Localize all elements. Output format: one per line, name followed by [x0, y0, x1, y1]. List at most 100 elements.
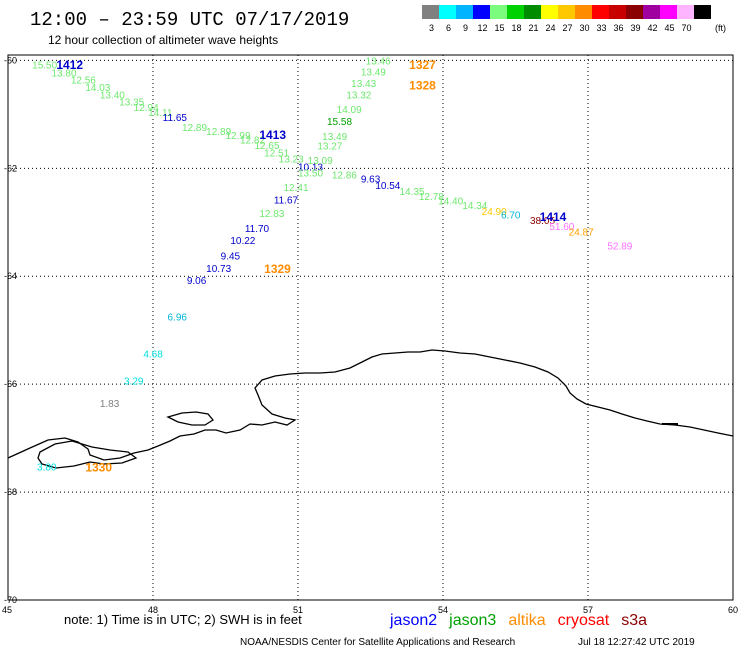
colorbar-label: 39 [630, 23, 640, 33]
wave-height-label: 13.80 [52, 68, 77, 79]
wave-height-label: 6.96 [168, 313, 188, 324]
colorbar-label: 21 [528, 23, 538, 33]
colorbar-swatch [575, 5, 592, 19]
wave-height-label: 15.50 [32, 61, 57, 72]
plot-frame [7, 54, 734, 601]
wave-height-label: 38.05 [530, 216, 555, 227]
wave-height-label: 10.13 [298, 163, 323, 174]
colorbar-swatch [677, 5, 694, 19]
wave-height-label: 13.09 [308, 156, 333, 167]
wave-height-label: 9.06 [187, 276, 207, 287]
colorbar-unit-label: (ft) [715, 23, 726, 33]
colorbar-swatch [524, 5, 541, 19]
wave-height-label: 13.49 [322, 132, 347, 143]
x-tick-label: 45 [2, 605, 12, 615]
colorbar-swatch [643, 5, 660, 19]
satellite-legend-item: jason2 [389, 612, 437, 629]
wave-height-label: 12.99 [226, 131, 251, 142]
colorbar-label: 24 [545, 23, 555, 33]
wave-height-label: 3.80 [37, 463, 57, 474]
wave-height-label: 11.70 [245, 224, 270, 235]
wave-height-label: 52.89 [607, 241, 632, 252]
wave-height-label: 9.63 [361, 175, 381, 186]
wave-height-label: 13.50 [298, 169, 323, 180]
pass-number-label: 1328 [409, 79, 436, 93]
coastline-peninsula [37, 440, 138, 469]
colorbar-swatch [507, 5, 524, 19]
colorbar-label: 9 [463, 23, 468, 33]
colorbar-label: 27 [562, 23, 572, 33]
colorbar-label: 18 [511, 23, 521, 33]
colorbar-label: 30 [579, 23, 589, 33]
colorbar-label: 15 [494, 23, 504, 33]
wave-height-label: 51.60 [549, 222, 574, 233]
wave-height-label: 24.87 [569, 227, 594, 238]
colorbar-legend: 3 6 9 12 15 18 21 24 27 30 33 36 39 42 45 70 [422, 5, 711, 33]
satellite-legend-item: cryosat [558, 612, 610, 629]
y-axis-ticks: -60 -62 -64 -66 -68 -70 [4, 55, 17, 605]
pass-number-label: 1327 [409, 58, 436, 72]
wave-height-label: 13.49 [361, 68, 386, 79]
colorbar-label: 6 [446, 23, 451, 33]
wave-height-label: 10.54 [375, 181, 400, 192]
colorbar-label: 70 [681, 23, 691, 33]
colorbar-swatch [439, 5, 456, 19]
pass-number-label: 1330 [85, 461, 112, 475]
wave-height-label: 10.22 [230, 236, 255, 247]
colorbar-label: 45 [664, 23, 674, 33]
wave-height-label: 14.34 [462, 201, 487, 212]
colorbar-swatch [694, 5, 711, 19]
colorbar-label: 12 [477, 23, 487, 33]
wave-height-label: 12.82 [240, 136, 265, 147]
y-tick-label: -64 [4, 271, 17, 281]
pass-number-label: 1329 [264, 262, 291, 276]
wave-height-label: 14.03 [85, 83, 110, 94]
coastline-inlet [166, 411, 214, 426]
satellite-legend-item: altika [508, 612, 545, 629]
antarctic-coastline [7, 349, 734, 461]
satellite-legend-item: jason3 [448, 612, 496, 629]
wave-height-label: 14.40 [438, 197, 463, 208]
colorbar-swatch [558, 5, 575, 19]
satellite-legend: jason2 jason3 altika cryosat s3a [389, 612, 647, 629]
pass-labels: 1412 1413 1414 1327 1328 1329 1330 [56, 58, 566, 475]
satellite-legend-item: s3a [621, 612, 647, 629]
wave-height-label: 12.41 [284, 183, 309, 194]
pass-number-label: 1412 [56, 58, 83, 72]
colorbar-label: 33 [596, 23, 606, 33]
y-tick-label: -62 [4, 163, 17, 173]
y-tick-label: -68 [4, 487, 17, 497]
wave-height-label: 10.73 [206, 264, 231, 275]
wave-height-label: 13.27 [317, 142, 342, 153]
footer-credit: NOAA/NESDIS Center for Satellite Applica… [240, 637, 515, 648]
colorbar-swatch [592, 5, 609, 19]
wave-height-label: 12.78 [419, 192, 444, 203]
y-tick-label: -60 [4, 55, 17, 65]
wave-height-label: 12.89 [206, 127, 231, 138]
wave-height-label: 13.23 [279, 155, 304, 166]
wave-height-label: 13.32 [346, 90, 371, 101]
colorbar-swatch [490, 5, 507, 19]
colorbar-swatch [456, 5, 473, 19]
wave-height-label: 6.70 [501, 211, 521, 222]
colorbar-swatch [660, 5, 677, 19]
colorbar-swatch [473, 5, 490, 19]
wave-height-label: 14.11 [148, 108, 173, 119]
chart-title: 12:00 – 23:59 UTC 07/17/2019 [30, 9, 349, 31]
y-tick-label: -66 [4, 379, 17, 389]
colorbar-swatch [626, 5, 643, 19]
colorbar-label: 42 [647, 23, 657, 33]
colorbar-swatch [422, 5, 439, 19]
wave-height-label: 9.45 [221, 252, 241, 263]
wave-height-label: 3.29 [124, 376, 144, 387]
pass-number-label: 1414 [540, 210, 567, 224]
x-tick-label: 57 [583, 605, 593, 615]
x-tick-label: 51 [293, 605, 303, 615]
wave-height-label: 13.40 [100, 90, 125, 101]
wave-height-label: 24.90 [482, 207, 507, 218]
wave-height-label: 13.46 [366, 56, 391, 67]
wave-height-label: 12.51 [264, 149, 289, 160]
wave-height-label: 14.09 [337, 105, 362, 116]
x-tick-label: 48 [148, 605, 158, 615]
